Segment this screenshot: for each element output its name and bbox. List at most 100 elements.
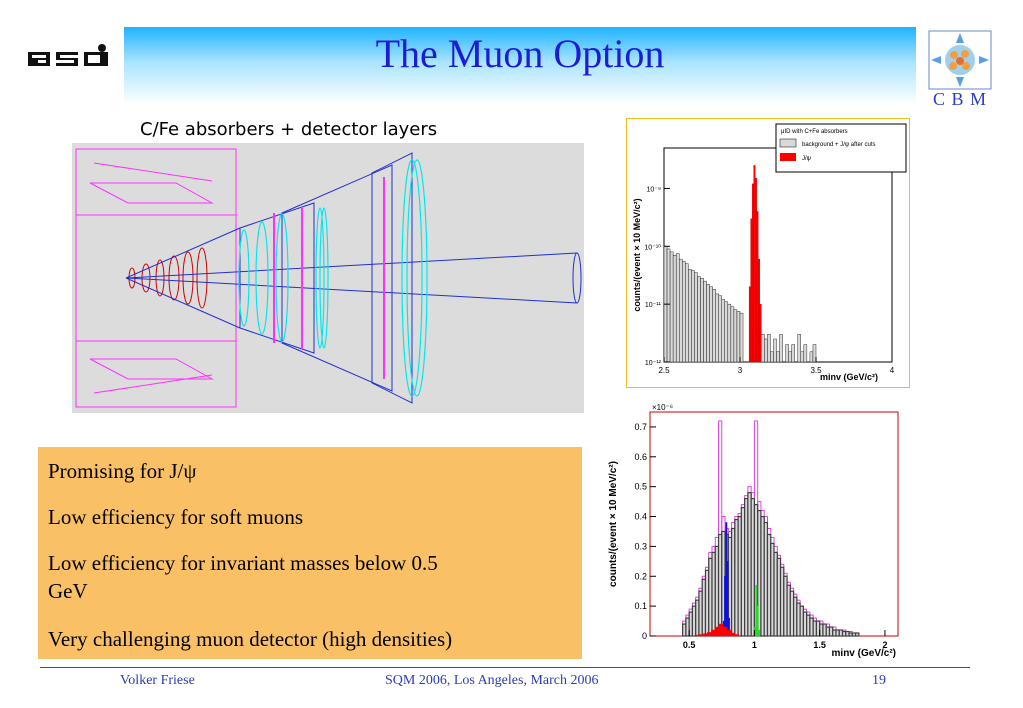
chart1-legend-jpsi: J/ψ: [802, 156, 811, 162]
chart1-bg-bar: [785, 344, 789, 363]
footer-author: Volker Friese: [120, 673, 195, 688]
chart1-bg-bar: [679, 258, 683, 363]
bullets-box: Promising for J/ψ Low efficiency for sof…: [38, 447, 582, 659]
chart1-jpsi-bar: [750, 218, 753, 363]
chart1-bg-bar: [767, 334, 771, 363]
chart1-bg-bar: [721, 299, 726, 363]
chart1-bg-bar: [697, 276, 701, 363]
chart1-bg-bar: [803, 344, 808, 363]
chart1-bg-bar: [700, 278, 704, 363]
chart2-bar-series-4: [711, 629, 716, 637]
chart2-bar-series-4: [699, 634, 704, 637]
chart2-bar-series-3: [756, 605, 759, 637]
chart2-bar-series-4: [722, 626, 728, 637]
chart2-x-tick-label: 0.5: [683, 640, 696, 650]
chart1-jpsi-bar: [756, 211, 759, 363]
chart1-y-tick-label: 10⁻¹¹: [645, 302, 662, 309]
slide-title: The Muon Option: [375, 31, 665, 76]
chart1-y-tick-label: 10⁻⁹: [647, 186, 661, 193]
chart1-legend-header: μID with C+Fe absorbers: [781, 129, 848, 135]
chart1-jpsi-bar: [748, 286, 751, 363]
chart1-x-tick-label: 3.5: [810, 366, 822, 375]
footer-divider: [40, 667, 970, 668]
chart2-y-tick-label: 0.5: [634, 482, 647, 492]
chart2-bar-series-4: [730, 632, 736, 637]
chart1-bg-bar: [718, 295, 722, 363]
chart2-y-tick-label: 0.3: [634, 541, 647, 551]
chart1-y-tick-label: 10⁻¹²: [645, 360, 662, 367]
chart1-bg-bar: [715, 293, 719, 363]
chart1-jpsi-bar: [758, 258, 760, 363]
footer-page: 19: [872, 673, 886, 688]
gsi-logo: [28, 44, 108, 66]
chart1-jpsi-bar: [751, 183, 754, 363]
chart2-y-tick-label: 0: [642, 631, 647, 641]
chart1-bg-bar: [724, 301, 729, 363]
detector-caption: C/Fe absorbers + detector layers: [140, 119, 438, 140]
chart1-bg-bar: [688, 269, 692, 363]
chart2-multiplier: ×10⁻⁶: [652, 403, 673, 412]
chart2-x-tick-label: 2: [882, 640, 887, 650]
chart1-legend-swatch-bg: [779, 138, 797, 148]
chart1-bg-bar: [797, 334, 801, 363]
chart2-bar-series-4: [707, 632, 712, 637]
cbm-logo: [928, 30, 992, 90]
title-bar: [124, 27, 916, 105]
chart2-x-tick-label: 1.5: [813, 640, 826, 650]
chart1-bg-bar: [761, 334, 765, 363]
chart1-jpsi-bar: [754, 178, 757, 363]
bullet-4: Very challenging muon detector (high den…: [48, 627, 453, 651]
chart1-bg-bar: [706, 284, 710, 363]
chart1-bg-bar: [788, 351, 792, 363]
chart1-bg-bar: [733, 309, 738, 363]
chart1-bg-bar: [669, 251, 674, 363]
chart2-y-tick-label: 0.4: [634, 512, 647, 522]
chart2-bar-series-4: [734, 634, 740, 637]
chart2-bar-series-4: [715, 626, 720, 637]
chart1-bg-bar: [809, 351, 814, 363]
chart1-bg-bar: [672, 255, 677, 363]
chart1-bg-bar: [730, 306, 735, 363]
chart1-bg-bar: [773, 338, 777, 363]
chart1-legend: μID with C+Fe absorbers background + J/ψ…: [775, 123, 907, 173]
chart1-x-tick-label: 4: [890, 366, 895, 375]
chart1-bg-bar: [682, 261, 686, 363]
chart1-bg-bar: [770, 351, 774, 363]
chart1-bg-bar: [694, 272, 698, 363]
bullet-3-cont: GeV: [48, 579, 88, 603]
chart2-y-tick-label: 0.2: [634, 571, 647, 581]
chart1-bg-bar: [800, 351, 805, 363]
chart2-y-tick-label: 0.6: [634, 452, 647, 462]
chart1-bg-bar: [666, 248, 671, 363]
bullet-2: Low efficiency for soft muons: [48, 505, 304, 529]
chart1-ylabel: counts/(event × 10 MeV/c²): [632, 198, 642, 311]
chart1-bg-bar: [776, 351, 780, 363]
chart1-bg-bar: [691, 270, 695, 363]
chart1-y-tick-label: 10⁻¹⁰: [644, 243, 661, 251]
footer-event: SQM 2006, Los Angeles, March 2006: [385, 673, 599, 688]
low-mass-chart: 0.5 1 1.5 2 0 0.1 0.2 0.3 0.4 0.5 0.6 0.7 ×10⁻⁶ cou…: [608, 403, 899, 659]
chart1-x-tick-label: 3: [738, 366, 743, 375]
chart1-bg-bar: [675, 253, 680, 363]
jpsi-mass-chart: 2.5 3 3.5 4 10⁻¹² 10⁻¹¹ 10⁻¹⁰ 10⁻⁹ counts/(even…: [626, 118, 910, 388]
chart1-bg-bar: [779, 334, 783, 363]
chart1-bg-bar: [736, 311, 741, 363]
chart1-jpsi-bar: [753, 165, 756, 363]
chart1-bg-bar: [812, 344, 817, 363]
chart1-legend-swatch-jpsi: [780, 153, 796, 161]
chart2-bar-series-1: [854, 632, 860, 637]
chart2-bar-series-4: [695, 634, 700, 637]
chart2-bar-series-3: [758, 629, 760, 637]
chart1-bg-bar: [791, 344, 795, 363]
chart1-jpsi-bar: [759, 303, 762, 363]
chart1-bg-bar: [709, 286, 713, 363]
chart2-bar-series-4: [703, 633, 708, 637]
chart1-x-tick-label: 2.5: [658, 366, 670, 375]
bullet-1: Promising for J/ψ: [48, 459, 197, 483]
chart2-x-tick-label: 1: [752, 640, 757, 650]
chart1-bg-bar: [727, 303, 732, 363]
chart2-bar-series-4: [726, 629, 732, 637]
chart2-y-tick-label: 0.7: [634, 422, 647, 432]
chart1-bg-bar: [703, 280, 707, 363]
chart2-y-tick-label: 0.1: [634, 601, 647, 611]
